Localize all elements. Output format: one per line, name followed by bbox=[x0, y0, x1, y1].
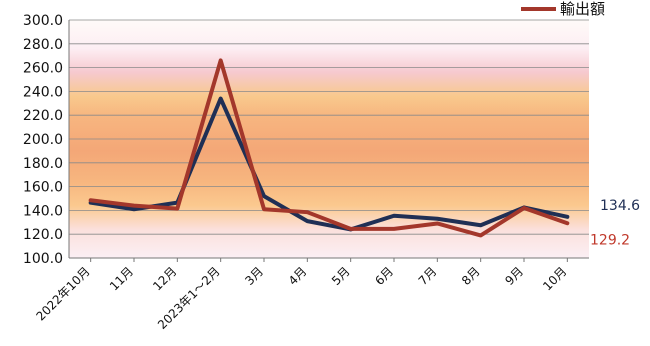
x-tick-label: 9月 bbox=[502, 264, 526, 288]
x-tick-label: 3月 bbox=[242, 264, 266, 288]
x-tick-label: 12月 bbox=[150, 264, 179, 293]
series-line-0 bbox=[88, 96, 570, 232]
y-tick-label: 240.0 bbox=[23, 84, 63, 100]
x-tick-label: 10月 bbox=[540, 264, 569, 293]
x-tick-label: 11月 bbox=[107, 264, 136, 293]
y-tick-label: 160.0 bbox=[23, 180, 63, 196]
x-tick-label: 2022年10月 bbox=[34, 264, 93, 323]
x-tick-label: 8月 bbox=[459, 264, 483, 288]
y-tick-label: 100.0 bbox=[23, 251, 63, 267]
series-line-1 bbox=[88, 58, 570, 238]
y-tick-label: 280.0 bbox=[23, 37, 63, 53]
end-labels: 134.6 129.2 bbox=[590, 198, 640, 248]
x-tick-label: 5月 bbox=[329, 264, 353, 288]
x-tick-label: 7月 bbox=[416, 264, 440, 288]
y-axis-ticks: 100.0 120.0 140.0 160.0 180.0 200.0 220.0 240.0… bbox=[23, 13, 63, 267]
y-tick-label: 140.0 bbox=[23, 203, 63, 219]
x-tick-label: 4月 bbox=[286, 264, 310, 288]
y-tick-label: 200.0 bbox=[23, 132, 63, 148]
series-lines bbox=[88, 58, 570, 238]
y-tick-label: 300.0 bbox=[23, 13, 63, 29]
end-value-label: 129.2 bbox=[590, 232, 630, 248]
legend-label: 輸出額 bbox=[560, 0, 605, 18]
end-value-label: 134.6 bbox=[600, 198, 640, 214]
legend: 輸出額 bbox=[521, 0, 605, 18]
y-tick-label: 260.0 bbox=[23, 61, 63, 77]
y-tick-label: 120.0 bbox=[23, 227, 63, 243]
y-tick-label: 220.0 bbox=[23, 108, 63, 124]
grid-lines bbox=[68, 19, 589, 259]
x-tick-label: 6月 bbox=[372, 264, 396, 288]
y-tick-label: 180.0 bbox=[23, 156, 63, 172]
